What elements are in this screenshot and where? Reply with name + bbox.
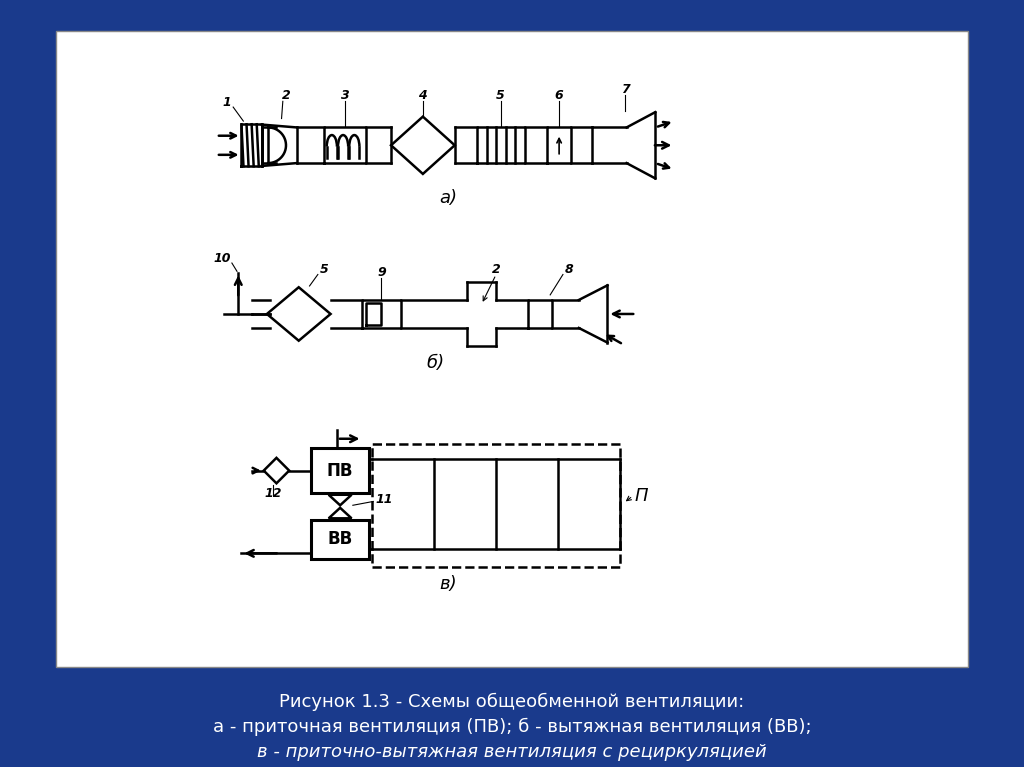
Text: 6: 6	[555, 90, 563, 103]
Text: 2: 2	[492, 262, 501, 275]
Text: 12: 12	[264, 487, 282, 500]
Text: 5: 5	[319, 262, 329, 275]
Text: 8: 8	[565, 262, 573, 275]
Text: 4: 4	[419, 90, 427, 103]
Text: 11: 11	[375, 493, 392, 506]
Text: 10: 10	[214, 252, 231, 265]
Bar	[311, 448, 369, 493]
Text: ВВ: ВВ	[328, 530, 352, 548]
Text: 7: 7	[621, 83, 630, 96]
Text: б): б)	[427, 354, 444, 372]
Text: в - приточно-вытяжная вентиляция с рециркуляцией: в - приточно-вытяжная вентиляция с рецир…	[257, 742, 767, 761]
Text: 3: 3	[341, 90, 349, 103]
Text: в): в)	[439, 575, 457, 593]
Bar	[311, 519, 369, 559]
Text: П: П	[634, 487, 648, 505]
Text: 2: 2	[282, 90, 291, 103]
Text: 1: 1	[222, 96, 231, 109]
Text: 5: 5	[497, 90, 505, 103]
Text: а): а)	[439, 189, 458, 206]
Text: а - приточная вентиляция (ПВ); б - вытяжная вентиляция (ВВ);: а - приточная вентиляция (ПВ); б - вытяж…	[213, 718, 811, 736]
Text: ПВ: ПВ	[327, 462, 353, 479]
Text: Рисунок 1.3 - Схемы общеобменной вентиляции:: Рисунок 1.3 - Схемы общеобменной вентиля…	[280, 693, 744, 711]
Text: 9: 9	[377, 266, 386, 278]
Bar	[372, 445, 621, 567]
